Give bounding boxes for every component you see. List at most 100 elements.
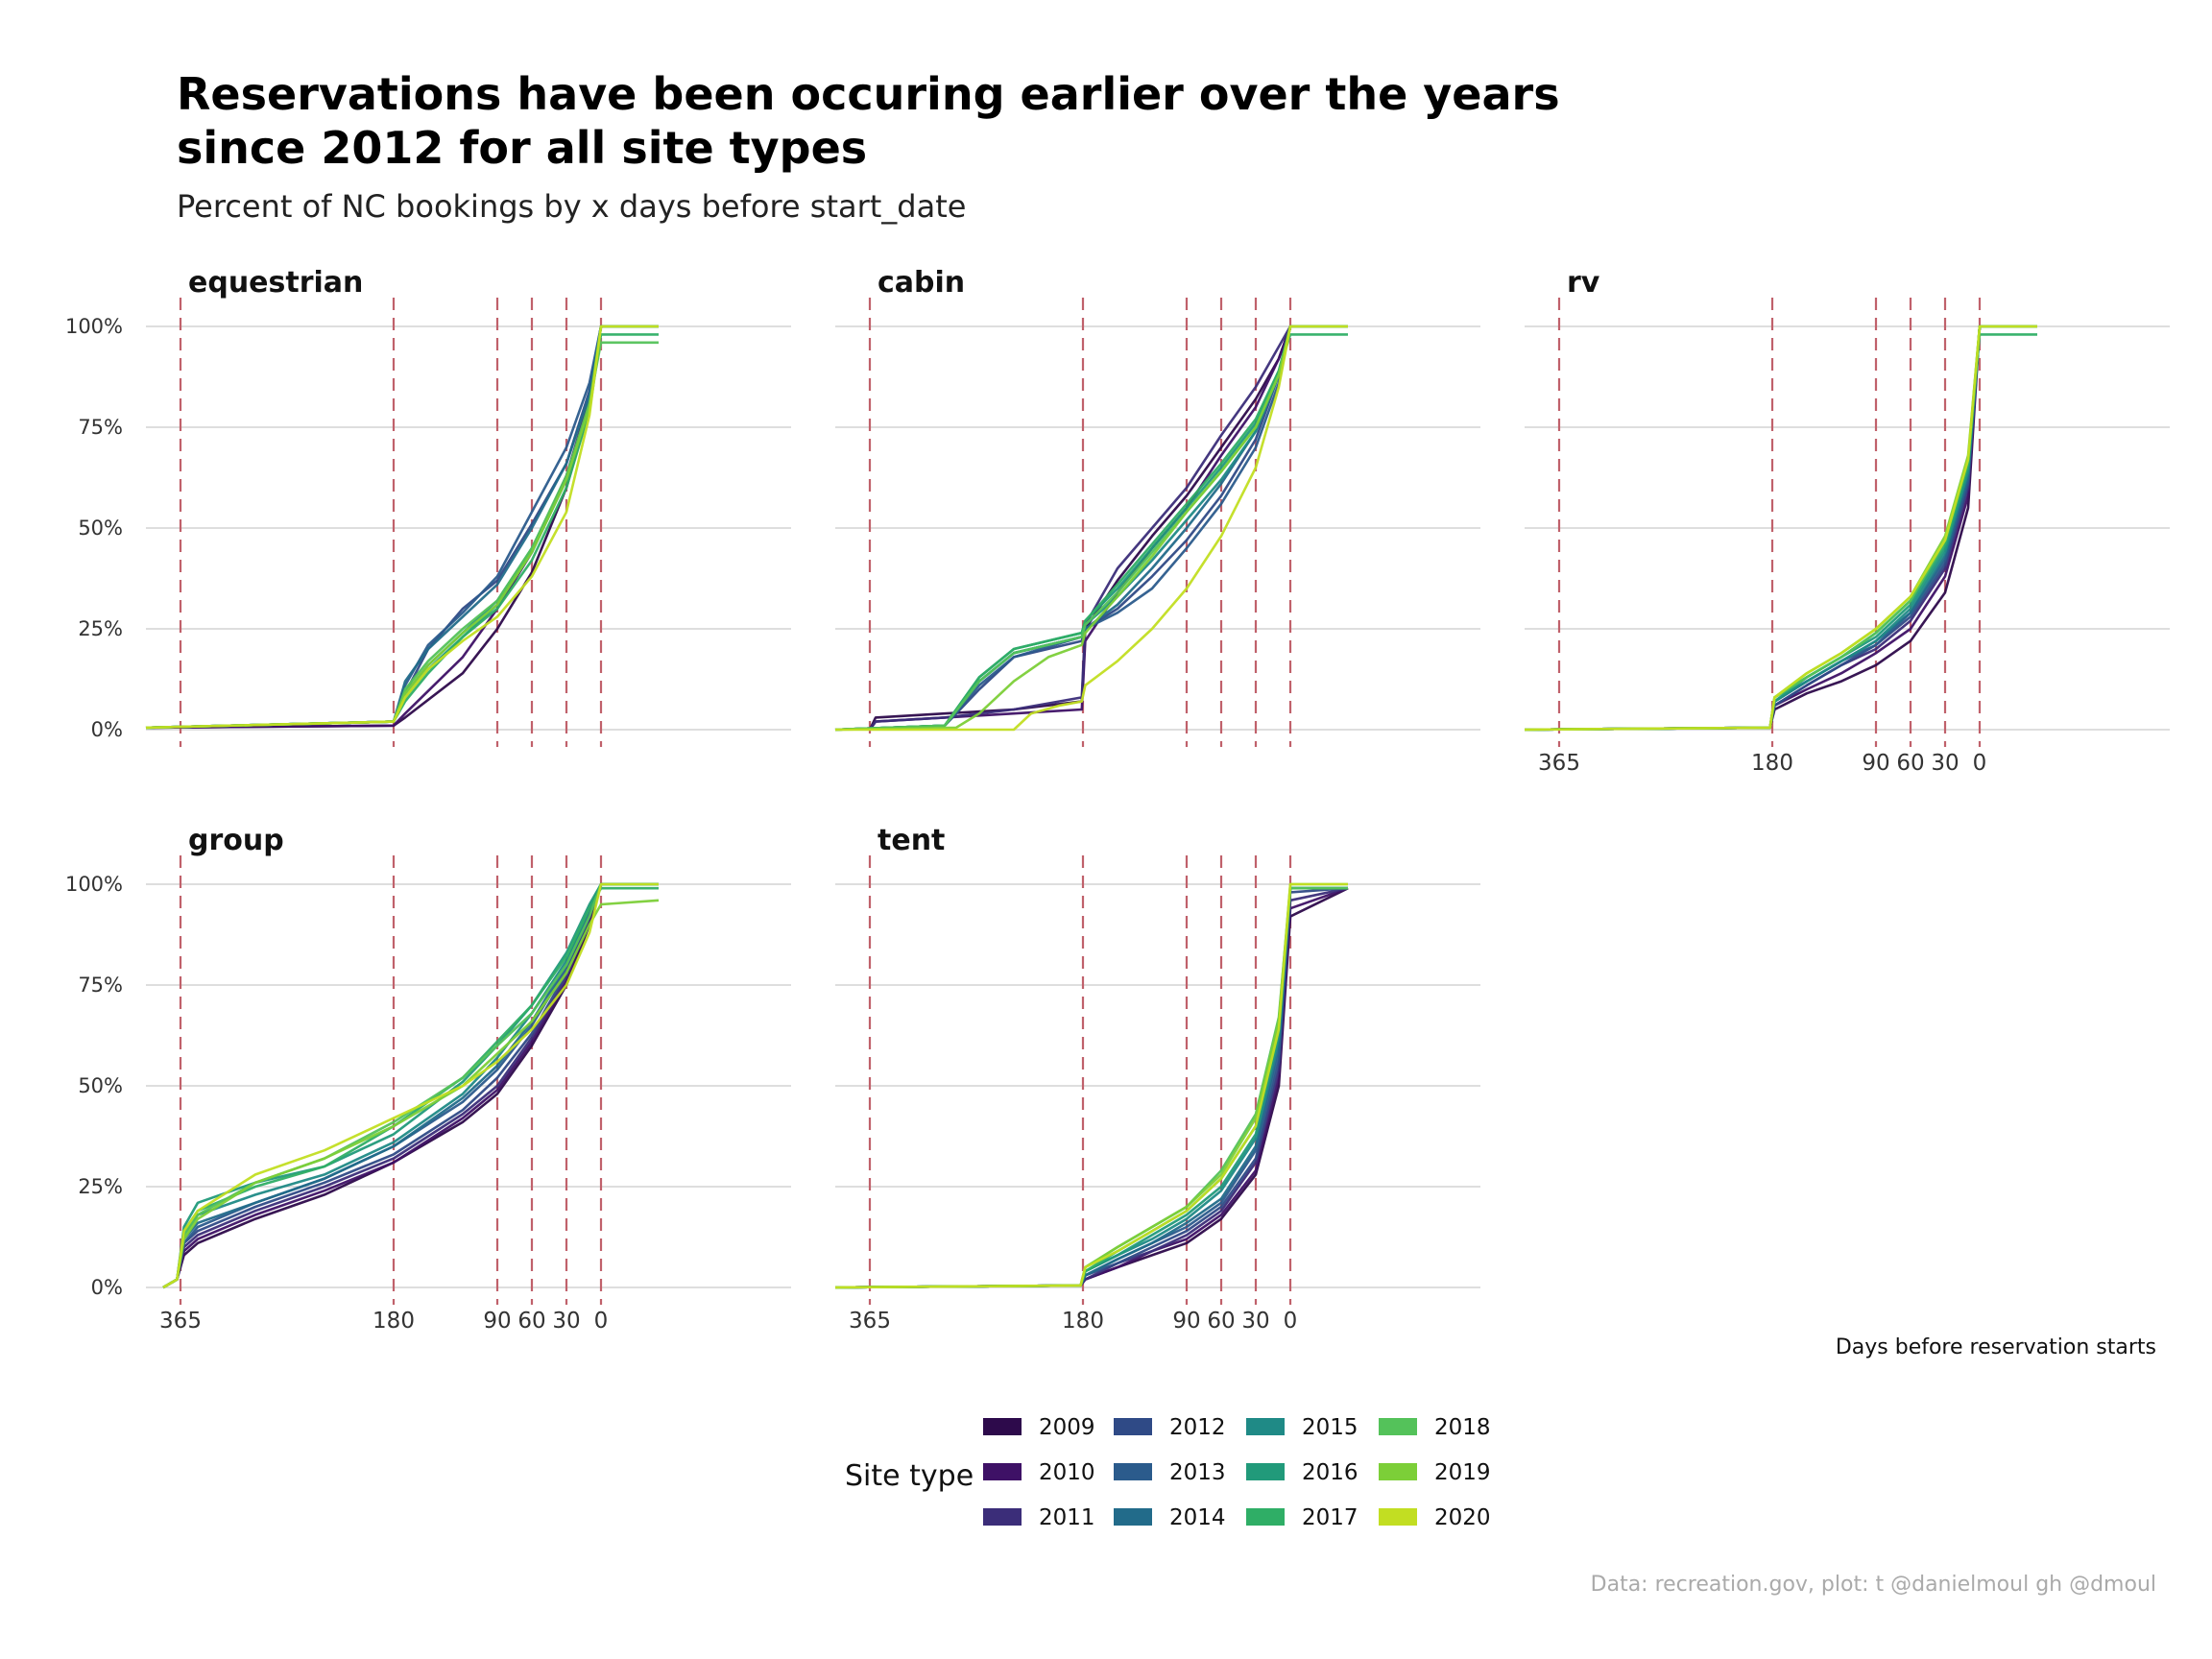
x-tick-label: 60 (517, 1309, 545, 1334)
x-tick-label: 30 (1931, 751, 1959, 776)
x-tick-label: 365 (159, 1309, 202, 1334)
legend-swatch (1246, 1463, 1285, 1480)
chart-subtitle: Percent of NC bookings by x days before … (177, 188, 967, 225)
legend-label: 2017 (1302, 1505, 1358, 1530)
x-tick-label: 180 (1062, 1309, 1104, 1334)
legend: Site type 2009 2010 2011 2012 2013 2014 2015 201… (845, 1415, 1491, 1530)
legend-swatch (983, 1463, 1022, 1480)
x-tick-label: 0 (594, 1309, 609, 1334)
legend-title: Site type (845, 1459, 974, 1493)
panel-title-cabin: cabin (878, 266, 965, 300)
legend-item-2010: 2010 (983, 1460, 1095, 1485)
series-line-equestrian-2014 (145, 325, 659, 730)
x-tick-label: 365 (849, 1309, 891, 1334)
y-tick-label: 0% (91, 1276, 123, 1299)
legend-item-2016: 2016 (1246, 1460, 1358, 1485)
legend-swatch (1114, 1418, 1152, 1435)
series-line-cabin-2019 (834, 325, 1348, 732)
y-tick-label: 25% (78, 1175, 123, 1198)
series-line-equestrian-2020 (145, 325, 659, 730)
y-tick-label: 100% (65, 315, 123, 338)
series-line-equestrian-2010 (145, 325, 659, 730)
y-tick-label: 75% (78, 974, 123, 997)
legend-swatch (1114, 1508, 1152, 1526)
y-tick-label: 0% (91, 718, 123, 741)
legend-swatch (1114, 1463, 1152, 1480)
series-line-equestrian-2019 (145, 325, 659, 730)
legend-label: 2016 (1302, 1460, 1358, 1485)
caption: Data: recreation.gov, plot: t @danielmou… (1590, 1573, 2156, 1597)
legend-item-2012: 2012 (1114, 1415, 1226, 1440)
legend-item-2019: 2019 (1379, 1460, 1491, 1485)
x-tick-label: 180 (373, 1309, 415, 1334)
legend-swatch (1379, 1418, 1417, 1435)
series-line-cabin-2020 (835, 325, 1348, 732)
legend-label: 2019 (1434, 1460, 1491, 1485)
series-line-cabin-2013 (834, 325, 1348, 732)
legend-item-2011: 2011 (983, 1505, 1095, 1530)
series-line-equestrian-2017 (145, 333, 659, 730)
legend-label: 2009 (1039, 1415, 1095, 1440)
y-tick-label: 100% (65, 873, 123, 896)
panel-title-group: group (188, 824, 284, 857)
legend-label: 2012 (1169, 1415, 1226, 1440)
x-tick-label: 30 (552, 1309, 580, 1334)
x-tick-label: 60 (1896, 751, 1924, 776)
legend-label: 2011 (1039, 1505, 1095, 1530)
series-line-equestrian-2016 (145, 325, 659, 730)
legend-item-2020: 2020 (1379, 1505, 1491, 1530)
legend-label: 2013 (1169, 1460, 1226, 1485)
panel-equestrian: 0% 25% 50% 75% 100% equestrian (65, 266, 791, 747)
y-tick-label: 25% (78, 617, 123, 640)
y-tick-label: 75% (78, 416, 123, 439)
x-tick-label: 0 (1973, 751, 1987, 776)
legend-item-2014: 2014 (1114, 1505, 1226, 1530)
legend-swatch (1379, 1508, 1417, 1526)
legend-item-2013: 2013 (1114, 1460, 1226, 1485)
series-line-rv-2020 (1524, 325, 2037, 732)
panel-title-equestrian: equestrian (188, 266, 363, 300)
x-tick-label: 90 (1862, 751, 1889, 776)
legend-swatch (1246, 1508, 1285, 1526)
y-tick-label: 50% (78, 1074, 123, 1097)
series-line-equestrian-2013 (145, 325, 659, 730)
x-tick-label: 90 (1172, 1309, 1200, 1334)
x-tick-label: 90 (483, 1309, 511, 1334)
series-line-tent-2020 (834, 882, 1348, 1289)
panel-rv: 365 180 90 60 30 0 rv (1524, 266, 2170, 776)
x-axis-title: Days before reservation starts (1836, 1335, 2156, 1359)
legend-item-2015: 2015 (1246, 1415, 1358, 1440)
panel-title-rv: rv (1567, 266, 1600, 300)
series-line-group-2019 (162, 899, 660, 1289)
series-line-tent-2013 (834, 886, 1348, 1289)
legend-swatch (1246, 1418, 1285, 1435)
x-tick-label: 0 (1284, 1309, 1298, 1334)
y-tick-label: 50% (78, 517, 123, 540)
legend-item-2009: 2009 (983, 1415, 1095, 1440)
x-tick-label: 180 (1751, 751, 1793, 776)
panel-cabin: cabin (834, 266, 1480, 747)
series-line-group-2016 (162, 882, 659, 1289)
legend-swatch (983, 1418, 1022, 1435)
panel-tent: 365 180 90 60 30 0 tent (834, 824, 1480, 1334)
chart-title: Reservations have been occuring earlier … (177, 68, 1560, 174)
x-tick-label: 365 (1538, 751, 1580, 776)
legend-label: 2020 (1434, 1505, 1491, 1530)
legend-item-2018: 2018 (1379, 1415, 1491, 1440)
series-line-equestrian-2018 (145, 341, 659, 730)
x-tick-label: 60 (1207, 1309, 1235, 1334)
series-line-cabin-2011 (868, 325, 1348, 731)
series-line-equestrian-2009 (145, 325, 659, 730)
panel-title-tent: tent (878, 824, 945, 857)
legend-label: 2018 (1434, 1415, 1491, 1440)
series-line-group-2018 (162, 882, 659, 1289)
series-line-equestrian-2015 (145, 325, 659, 730)
legend-swatch (983, 1508, 1022, 1526)
panel-group: 0% 25% 50% 75% 100% 365 180 90 60 30 0 group (65, 824, 791, 1334)
legend-label: 2010 (1039, 1460, 1095, 1485)
legend-label: 2015 (1302, 1415, 1358, 1440)
series-line-equestrian-2012 (145, 325, 659, 730)
series-line-cabin-2017 (834, 333, 1348, 732)
